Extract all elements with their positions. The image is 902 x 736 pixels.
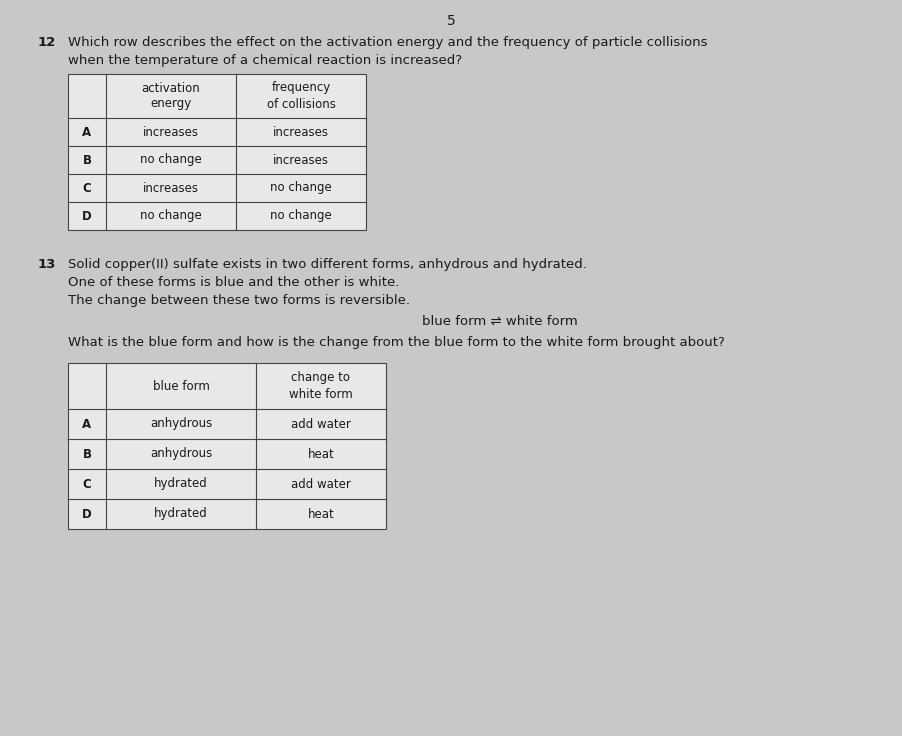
Bar [68,74,365,230]
Bar [68,363,385,529]
Text: increases: increases [143,126,198,138]
Text: 12: 12 [38,36,56,49]
Text: hydrated: hydrated [154,478,207,490]
Text: A: A [82,417,91,431]
Text: D: D [82,508,92,520]
Text: What is the blue form and how is the change from the blue form to the white form: What is the blue form and how is the cha… [68,336,724,349]
Text: 13: 13 [38,258,56,271]
Text: C: C [83,478,91,490]
Text: activation
energy: activation energy [142,82,200,110]
Text: heat: heat [308,447,334,461]
Text: Which row describes the effect on the activation energy and the frequency of par: Which row describes the effect on the ac… [68,36,706,49]
Text: no change: no change [270,210,332,222]
Text: heat: heat [308,508,334,520]
Text: B: B [82,154,91,166]
Text: B: B [82,447,91,461]
Text: blue form ⇌ white form: blue form ⇌ white form [421,315,577,328]
Text: add water: add water [290,417,351,431]
Text: increases: increases [143,182,198,194]
Text: Solid copper(II) sulfate exists in two different forms, anhydrous and hydrated.: Solid copper(II) sulfate exists in two d… [68,258,586,271]
Text: increases: increases [272,126,328,138]
Bar [68,74,365,230]
Text: anhydrous: anhydrous [150,417,212,431]
Text: change to
white form: change to white form [289,372,353,400]
Text: hydrated: hydrated [154,508,207,520]
Text: when the temperature of a chemical reaction is increased?: when the temperature of a chemical react… [68,54,462,67]
Text: One of these forms is blue and the other is white.: One of these forms is blue and the other… [68,276,399,289]
Text: anhydrous: anhydrous [150,447,212,461]
Text: D: D [82,210,92,222]
Text: increases: increases [272,154,328,166]
Text: 5: 5 [446,14,455,28]
Text: The change between these two forms is reversible.: The change between these two forms is re… [68,294,410,307]
Text: add water: add water [290,478,351,490]
Text: frequency
of collisions: frequency of collisions [266,82,335,110]
Text: no change: no change [140,210,202,222]
Text: no change: no change [140,154,202,166]
Bar [68,363,385,529]
Text: A: A [82,126,91,138]
Text: C: C [83,182,91,194]
Text: no change: no change [270,182,332,194]
Text: blue form: blue form [152,380,209,392]
